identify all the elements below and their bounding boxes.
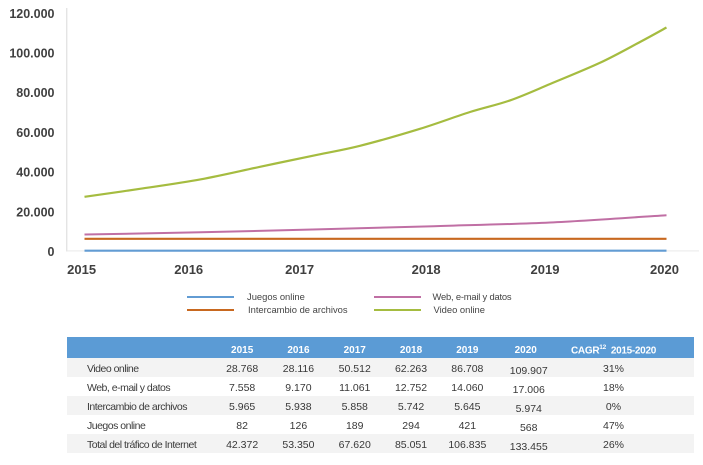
svg-text:20.000: 20.000	[16, 205, 54, 219]
svg-text:2016: 2016	[174, 262, 203, 277]
svg-text:2015: 2015	[67, 262, 96, 277]
svg-text:60.000: 60.000	[16, 126, 54, 140]
svg-text:2017: 2017	[285, 262, 314, 277]
svg-text:2019: 2019	[531, 262, 560, 277]
svg-text:80.000: 80.000	[16, 86, 54, 100]
svg-text:40.000: 40.000	[16, 166, 54, 180]
svg-text:2020: 2020	[650, 262, 679, 277]
svg-text:2018: 2018	[412, 262, 441, 277]
svg-text:100.000: 100.000	[9, 47, 54, 61]
svg-text:0: 0	[48, 245, 55, 259]
svg-text:120.000: 120.000	[9, 7, 54, 21]
